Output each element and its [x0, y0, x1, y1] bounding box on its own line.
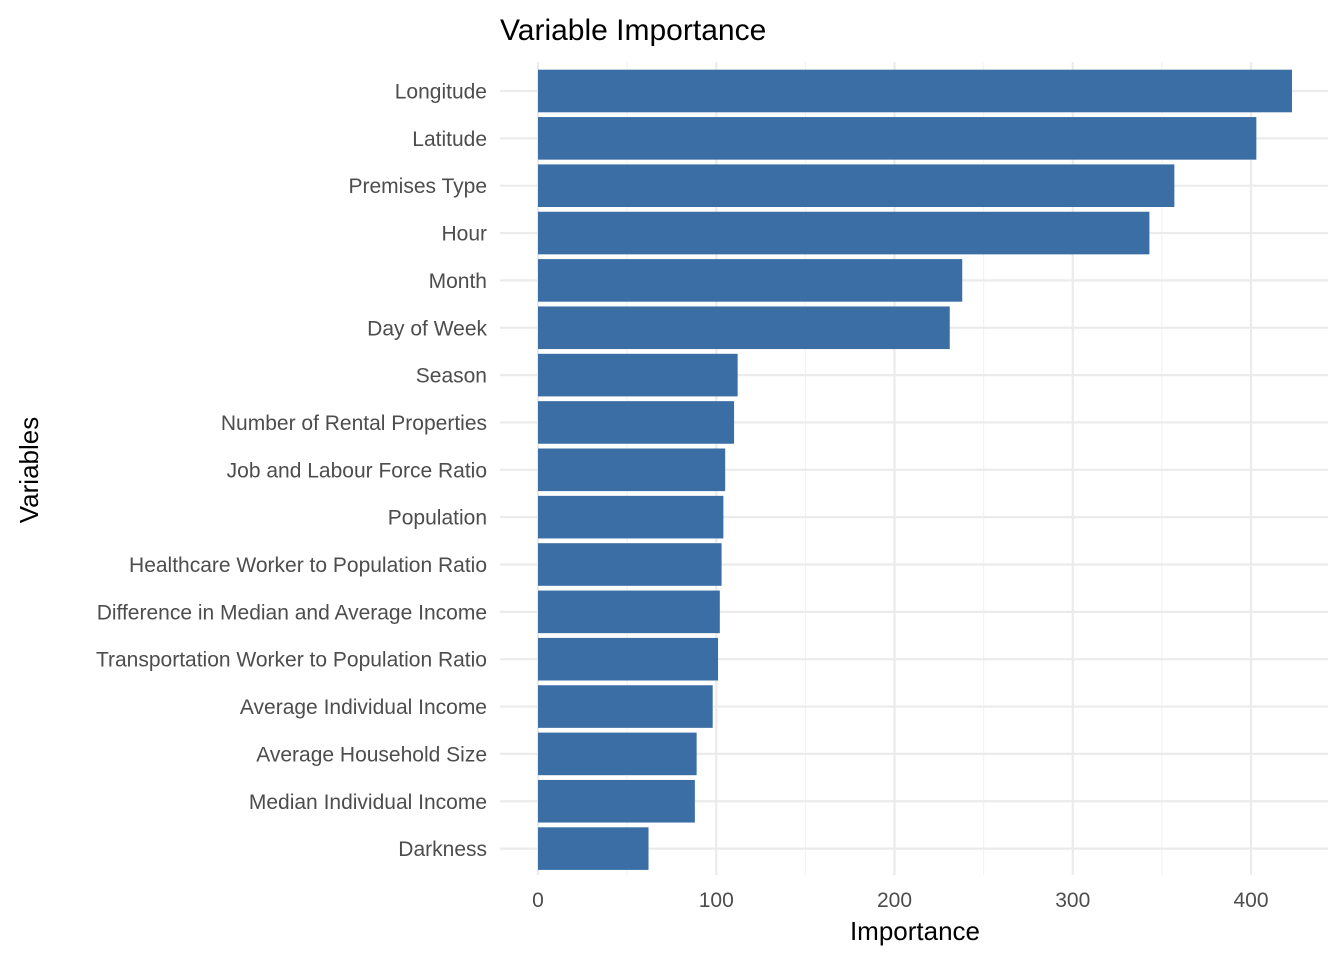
- y-tick-label: Number of Rental Properties: [221, 412, 487, 435]
- bar: [538, 353, 738, 397]
- bar: [538, 117, 1257, 160]
- y-tick-label: Healthcare Worker to Population Ratio: [129, 554, 487, 577]
- y-tick-label: Transportation Worker to Population Rati…: [96, 649, 487, 672]
- bar: [538, 164, 1175, 207]
- x-tick-label: 0: [532, 889, 544, 912]
- bar: [538, 401, 735, 444]
- y-tick-label: Darkness: [398, 838, 487, 861]
- bar: [538, 685, 713, 728]
- bar: [538, 495, 724, 539]
- y-tick-label: Average Individual Income: [240, 696, 487, 719]
- bar: [538, 69, 1292, 113]
- x-tick-label: 300: [1055, 889, 1090, 912]
- y-tick-label: Population: [388, 507, 487, 530]
- bar: [538, 306, 950, 350]
- y-tick-label: Latitude: [412, 128, 487, 151]
- bar: [538, 779, 695, 823]
- y-tick-label: Difference in Median and Average Income: [97, 601, 487, 624]
- y-axis-title: Variables: [14, 417, 44, 523]
- y-tick-labels: Longitude Latitude Premises Type Hour Month D…: [96, 81, 488, 862]
- x-tick-label: 400: [1233, 889, 1268, 912]
- x-axis-title: Importance: [850, 916, 980, 946]
- y-tick-label: Season: [416, 365, 487, 388]
- chart-title: Variable Importance: [500, 14, 766, 47]
- x-tick-label: 100: [699, 889, 734, 912]
- bar: [538, 448, 726, 492]
- y-tick-label: Day of Week: [367, 317, 487, 340]
- bars-layer: [538, 69, 1292, 870]
- y-tick-label: Hour: [441, 223, 487, 246]
- y-tick-label: Median Individual Income: [249, 791, 487, 814]
- y-tick-label: Job and Labour Force Ratio: [227, 459, 487, 482]
- y-tick-label: Average Household Size: [256, 743, 487, 766]
- y-tick-label: Longitude: [395, 81, 487, 104]
- bar: [538, 827, 649, 870]
- x-tick-label: 200: [877, 889, 912, 912]
- bar: [538, 543, 722, 586]
- bar: [538, 732, 697, 776]
- x-tick-labels: 0 100 200 300 400: [532, 889, 1268, 912]
- bar: [538, 211, 1150, 255]
- bar: [538, 590, 720, 634]
- y-tick-label: Premises Type: [349, 175, 488, 198]
- y-tick-label: Month: [429, 270, 487, 293]
- bar: [538, 637, 719, 681]
- bar: [538, 259, 963, 302]
